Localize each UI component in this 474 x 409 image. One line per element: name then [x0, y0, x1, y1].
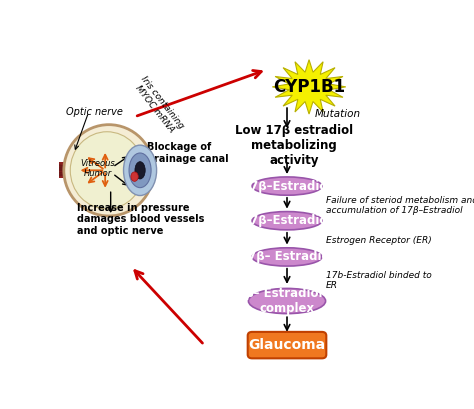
Text: Iris containing
MYOC mRNA: Iris containing MYOC mRNA — [131, 74, 186, 137]
Text: CYP1B1: CYP1B1 — [273, 78, 345, 96]
Text: 17β– Estradiol-ER
complex: 17β– Estradiol-ER complex — [229, 287, 345, 315]
Text: 17b-Estradiol binded to
ER: 17b-Estradiol binded to ER — [326, 271, 431, 290]
Text: Low 17β estradiol
metabolizing
activity: Low 17β estradiol metabolizing activity — [235, 124, 354, 166]
Ellipse shape — [129, 153, 151, 188]
Text: 17β–Estradiol: 17β–Estradiol — [242, 214, 332, 227]
FancyBboxPatch shape — [248, 332, 326, 358]
Text: Optic nerve: Optic nerve — [66, 107, 123, 117]
Text: Mutation: Mutation — [315, 109, 361, 119]
Text: Blockage of
drainage canal: Blockage of drainage canal — [147, 142, 229, 164]
Ellipse shape — [252, 211, 322, 230]
Ellipse shape — [124, 145, 156, 196]
Text: 17β– Estradiol: 17β– Estradiol — [240, 250, 334, 263]
Text: 17β–Estradiol: 17β–Estradiol — [242, 180, 332, 193]
Text: Glaucoma: Glaucoma — [248, 338, 326, 352]
Text: Failure of steriod metabolism and
accumulation of 17β–Estradiol: Failure of steriod metabolism and accumu… — [326, 196, 474, 215]
FancyBboxPatch shape — [48, 162, 76, 178]
Ellipse shape — [135, 162, 145, 179]
Ellipse shape — [64, 125, 154, 216]
Text: Estrogen Receptor (ER): Estrogen Receptor (ER) — [326, 236, 431, 245]
Ellipse shape — [70, 132, 144, 209]
Ellipse shape — [252, 248, 322, 266]
Polygon shape — [272, 60, 346, 114]
Ellipse shape — [131, 172, 138, 181]
Ellipse shape — [248, 288, 326, 314]
Text: Increase in pressure
damages blood vessels
and optic nerve: Increase in pressure damages blood vesse… — [77, 202, 204, 236]
Ellipse shape — [252, 177, 322, 195]
Text: Vitreous
Humor: Vitreous Humor — [81, 159, 115, 178]
